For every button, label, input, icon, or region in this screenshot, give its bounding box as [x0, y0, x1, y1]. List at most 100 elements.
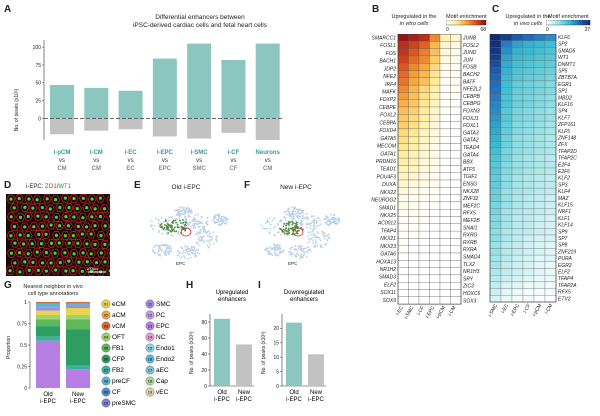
heatmap-cell [500, 114, 513, 122]
panel-a-bar-chart: 0 25 50 75 100 No. of peaks (x10³) i-pCM vs CM i-… [14, 40, 284, 172]
heatmap-cell [533, 208, 546, 216]
umap-point [298, 222, 301, 225]
zo1-cell-outline [78, 194, 88, 203]
heatmap-cell [439, 230, 451, 239]
heatmap-cell [522, 241, 535, 249]
heatmap-cell [500, 107, 513, 115]
zo1-cell-outline [87, 194, 97, 204]
umap-point [184, 208, 187, 211]
umap-point [266, 247, 269, 250]
chart-title-line: Downregulated [284, 290, 324, 296]
umap-point [311, 221, 314, 224]
heatmap-cell [489, 201, 502, 209]
row-label: EGR1 [558, 82, 572, 88]
row-label: WT1 [558, 55, 569, 61]
wt1-nucleus [13, 261, 17, 265]
umap-point [200, 235, 203, 238]
heatmap-cell [500, 248, 513, 256]
umap-point [284, 217, 287, 220]
zo1-cell-outline [46, 220, 56, 230]
heatmap-cell [408, 70, 420, 78]
bar [214, 318, 230, 386]
umap-point [160, 244, 163, 246]
legend-code: 06 [104, 357, 109, 362]
heatmap-cell [511, 47, 524, 55]
umap-point [194, 251, 197, 253]
heatmap-cell [439, 223, 451, 232]
heatmap-cell [500, 234, 513, 242]
row-label: DNMT1 [558, 62, 575, 68]
umap-point [302, 248, 304, 251]
heatmap-cell [511, 120, 524, 128]
heatmap-cell [489, 127, 502, 135]
heatmap-cell [418, 296, 430, 305]
heatmap-cell [439, 106, 451, 115]
heatmap-cell [522, 201, 535, 209]
umap-point [195, 242, 198, 244]
wt1-nucleus [63, 196, 67, 200]
umap-highlight-point [164, 224, 166, 226]
umap-point [300, 210, 303, 213]
umap-highlight-point [179, 222, 182, 224]
wt1-nucleus [81, 196, 85, 200]
zo1-cell-outline [51, 195, 60, 204]
row-label: KLF1 [558, 216, 570, 222]
umap-point [268, 250, 271, 253]
umap-point [312, 228, 314, 231]
row-label-right: JUND [462, 50, 477, 56]
umap-point [173, 209, 176, 212]
row-label-right: TGIF1 [463, 174, 477, 180]
legend-label: Cap [156, 378, 168, 385]
stacked-segment [66, 303, 90, 306]
umap-point [276, 247, 278, 249]
zo1-cell-outline [73, 238, 83, 248]
heatmap-cell [511, 241, 524, 249]
heatmap-cell [489, 40, 502, 48]
umap-point [292, 215, 295, 218]
umap-point [269, 247, 272, 250]
wt1-nucleus [40, 261, 45, 265]
umap-point [292, 253, 295, 256]
umap-point [327, 237, 330, 240]
umap-point [182, 213, 185, 216]
row-label-right: MEF2B [463, 218, 480, 224]
heatmap-cell [450, 106, 462, 115]
umap-point [182, 249, 185, 252]
heatmap-cell [408, 165, 420, 173]
wt1-nucleus [84, 225, 89, 229]
heatmap-cell [544, 288, 557, 296]
heatmap-cell [397, 274, 409, 283]
heatmap-cell [489, 261, 502, 269]
x-tick-label: vs [162, 158, 168, 164]
zo1-cell-outline [100, 240, 110, 249]
umap-point [314, 235, 317, 238]
wt1-nucleus [44, 215, 48, 219]
umap-point [198, 239, 201, 242]
scale-gradient-step [587, 20, 591, 25]
wt1-nucleus [93, 207, 97, 211]
heatmap-cell [533, 214, 546, 222]
heatmap-cell [533, 107, 546, 115]
heatmap-cell [500, 100, 513, 108]
y-tick-label: 10 [273, 355, 279, 361]
heatmap-cell [408, 230, 420, 239]
stacked-segment [66, 314, 90, 320]
panel-d-title-prefix: i-EPC: [26, 184, 46, 190]
heatmap-cell [429, 252, 441, 261]
stacked-segment [36, 302, 60, 304]
panel-g-title-line-1: Nearest neighbor in vivo [23, 284, 83, 290]
scale-gradient-step [456, 20, 459, 25]
heatmap-cell [522, 114, 535, 122]
heatmap-cell [500, 154, 513, 162]
legend-swatch [101, 398, 111, 408]
zo1-cell-outline [14, 194, 24, 203]
heatmap-cell [544, 295, 557, 303]
heatmap-cell [511, 40, 524, 48]
bar-up [221, 60, 246, 119]
wt1-nucleus [37, 232, 41, 237]
umap-point [295, 255, 298, 258]
heatmap-cell [500, 228, 513, 236]
wt1-nucleus [109, 251, 110, 255]
heatmap-cell [408, 41, 420, 49]
zo1-cell-outline [9, 203, 19, 213]
